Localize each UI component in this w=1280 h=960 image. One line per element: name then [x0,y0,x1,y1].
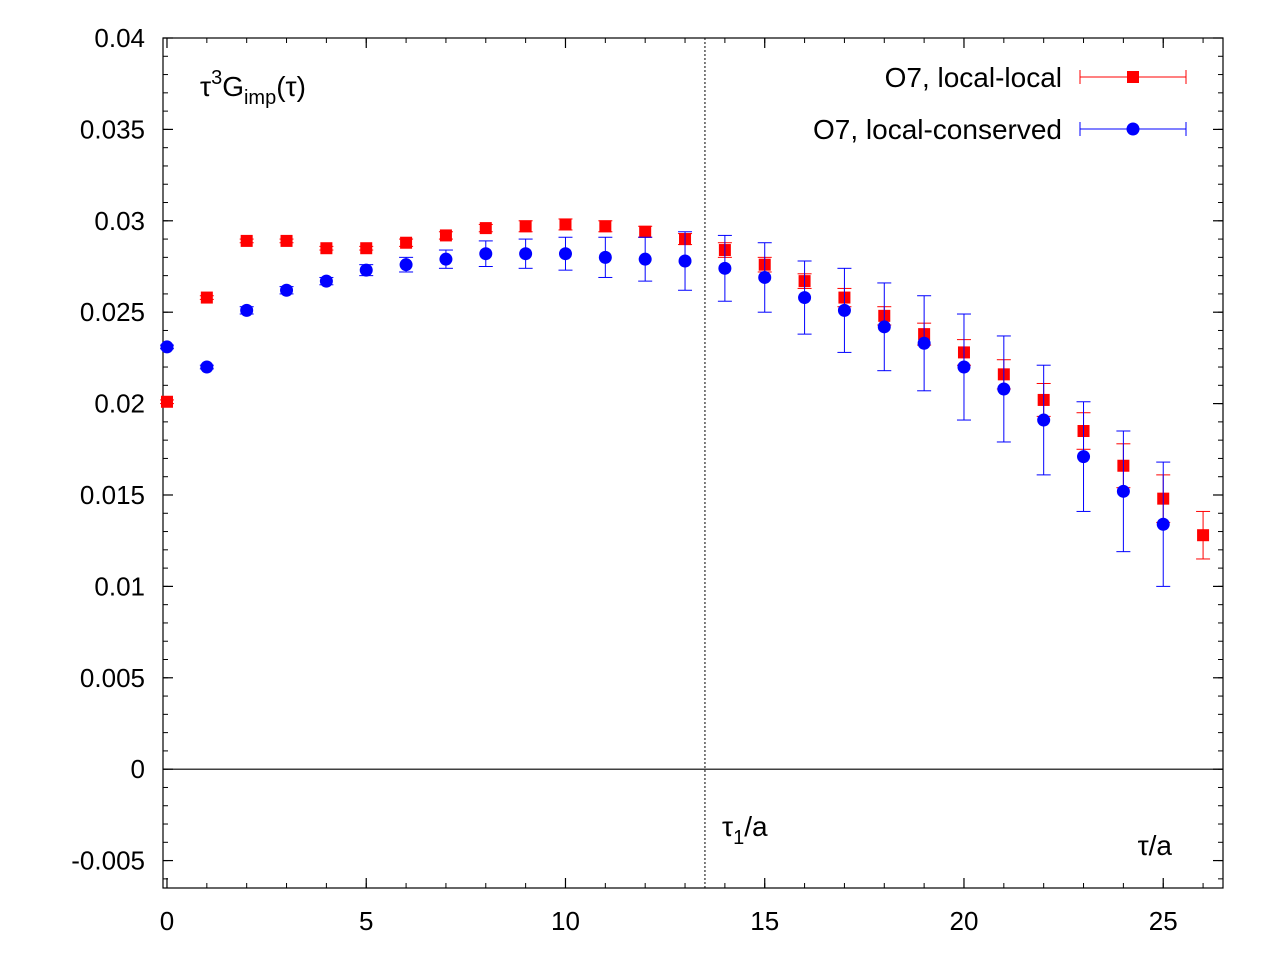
y-tick-label: -0.005 [71,846,145,876]
data-point-circle [240,303,254,317]
y-tick-label: 0.025 [80,297,145,327]
data-point-circle [917,336,931,350]
ylabel-inset: τ3Gimp(τ) [200,67,306,109]
data-point-circle [718,261,732,275]
axis-tick-labels: 0 5 10 15 20 25 -0.005 0 0.005 0.01 0.015 0.02 0.025… [71,23,1177,936]
reference-lines [163,38,1223,888]
vline-label: τ1/a [722,811,768,849]
data-point-circle [678,254,692,268]
x-tick-label: 10 [551,906,580,936]
data-point-circle [399,258,413,272]
data-point-square [280,234,293,247]
data-point-square [439,229,452,242]
x-tick-label: 15 [750,906,779,936]
data-point-square [519,220,532,233]
legend-label: O7, local-local [885,62,1062,93]
data-point-circle [598,250,612,264]
data-point-circle [479,247,493,261]
data-point-circle [798,291,812,305]
y-tick-label: 0.035 [80,114,145,144]
x-axis-label: τ/a [1138,830,1173,861]
data-point-square [320,242,333,255]
data-point-circle [319,274,333,288]
data-point-circle [758,270,772,284]
y-tick-label: 0.015 [80,480,145,510]
data-point-square [160,395,173,408]
data-point-circle [160,340,174,354]
data-point-circle [200,360,214,374]
data-point-circle [558,247,572,261]
data-point-circle [957,360,971,374]
data-point-square [599,220,612,233]
x-tick-label: 20 [950,906,979,936]
data-point-circle [359,263,373,277]
data-point-circle [439,252,453,266]
y-tick-label: 0.02 [94,389,145,419]
plot-frame [162,37,1224,889]
data-point-square [559,218,572,231]
legend: O7, local-local O7, local-conserved [813,62,1187,145]
data-point-circle [1116,484,1130,498]
legend-label: O7, local-conserved [813,114,1062,145]
data-point-circle [519,247,533,261]
data-point-square [200,291,213,304]
y-tick-label: 0.005 [80,663,145,693]
data-point-circle [997,382,1011,396]
y-tick-label: 0.01 [94,571,145,601]
axis-ticks [163,37,1223,888]
data-point-circle [638,252,652,266]
y-tick-label: 0.04 [94,23,145,53]
data-point-circle [1077,450,1091,464]
x-tick-label: 5 [359,906,373,936]
legend-marker-square [1127,71,1139,83]
data-point-square [400,236,413,249]
series-local-conserved [159,231,1171,587]
data-point-square [1197,529,1210,542]
data-series [159,218,1211,587]
data-point-square [240,234,253,247]
legend-marker-circle [1126,122,1140,136]
data-point-circle [280,283,294,297]
data-point-circle [1156,517,1170,531]
data-point-square [360,242,373,255]
x-tick-label: 25 [1149,906,1178,936]
data-point-square [479,222,492,235]
data-point-circle [1037,413,1051,427]
data-point-circle [877,320,891,334]
data-point-circle [837,303,851,317]
y-tick-label: 0.03 [94,206,145,236]
data-point-square [639,225,652,238]
y-tick-label: 0 [131,754,145,784]
x-tick-label: 0 [160,906,174,936]
